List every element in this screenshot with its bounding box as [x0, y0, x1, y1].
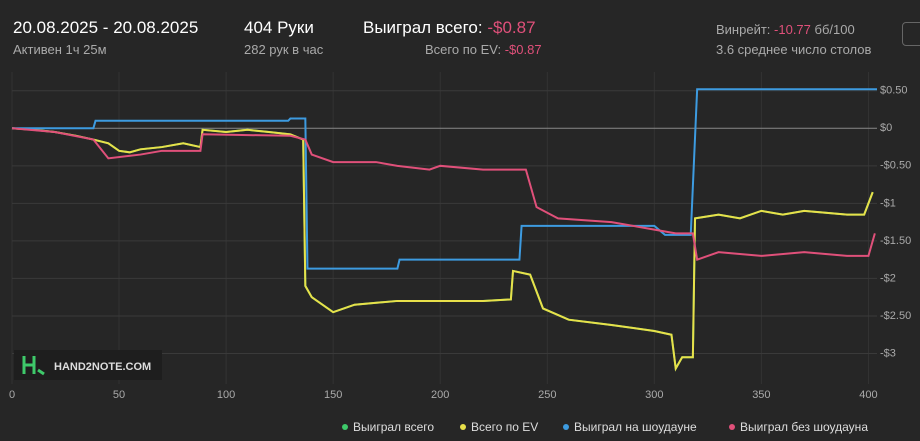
logo-icon	[22, 356, 45, 376]
winrate-value: -10.77	[774, 22, 811, 37]
ev-label: Всего по EV:	[425, 42, 502, 57]
y-tick-label: -$1	[880, 197, 896, 209]
ev-value: -$0.87	[504, 42, 542, 57]
legend-marker	[729, 424, 735, 430]
series-line	[11, 127, 874, 372]
x-tick-label: 150	[324, 389, 342, 401]
y-tick-label: -$2.50	[880, 310, 911, 322]
series-line	[11, 127, 874, 372]
x-tick-label: 100	[217, 389, 235, 401]
settings-button[interactable]	[902, 22, 920, 46]
x-tick-label: 350	[752, 389, 770, 401]
winrate-unit: бб/100	[814, 22, 855, 37]
x-tick-label: 300	[645, 389, 663, 401]
date-range: 20.08.2025 - 20.08.2025	[13, 18, 199, 37]
y-tick-label: -$2	[880, 272, 896, 284]
series-line	[11, 127, 876, 261]
y-tick-label: -$3	[880, 347, 896, 359]
hands-per-hour: 282 рук в час	[244, 42, 324, 57]
legend-label: Выиграл на шоудауне	[574, 420, 697, 434]
won-label: Выиграл всего:	[363, 18, 483, 37]
logo-bg	[14, 350, 162, 380]
legend-label: Выиграл всего	[353, 420, 434, 434]
logo-text: HAND2NOTE.COM	[54, 361, 151, 373]
hands: 404 Руки	[244, 18, 314, 37]
series-line	[12, 88, 877, 270]
legend-marker	[460, 424, 466, 430]
tables: 3.6 среднее число столов	[716, 42, 872, 57]
legend-marker	[342, 424, 348, 430]
y-tick-label: -$1.50	[880, 235, 911, 247]
x-tick-label: 250	[538, 389, 556, 401]
legend-label: Выиграл без шоудауна	[740, 420, 868, 434]
y-tick-label: $0	[880, 122, 892, 134]
winrate-label: Винрейт:	[716, 22, 771, 37]
x-tick-label: 200	[431, 389, 449, 401]
x-tick-label: 0	[9, 389, 15, 401]
y-tick-label: -$0.50	[880, 160, 911, 172]
x-tick-label: 400	[859, 389, 877, 401]
x-tick-label: 50	[113, 389, 125, 401]
active-time: Активен 1ч 25м	[13, 42, 107, 57]
y-tick-label: $0.50	[880, 85, 908, 97]
legend-label: Всего по EV	[471, 420, 538, 434]
won-value: -$0.87	[487, 18, 536, 37]
legend-marker	[563, 424, 569, 430]
